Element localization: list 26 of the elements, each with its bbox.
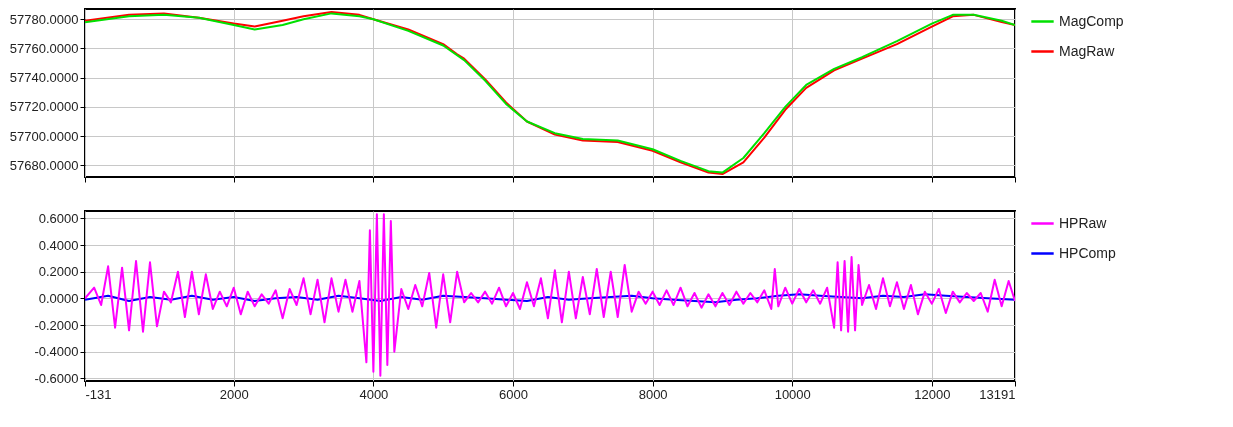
y-tick-label: 57760.0000 [9, 40, 79, 56]
y-tick-label: 0.4000 [38, 237, 79, 253]
legend-label: MagComp [1059, 12, 1124, 29]
y-tick-label: 0.0000 [38, 290, 79, 306]
y-tick-label: 0.2000 [38, 264, 79, 280]
x-tick-label: -131 [85, 386, 112, 402]
x-tick-label: 2000 [219, 386, 249, 402]
x-tick-label: 4000 [359, 386, 389, 402]
y-tick-label: 57720.0000 [9, 99, 79, 115]
y-tick-label: -0.6000 [34, 370, 79, 386]
y-tick-label: -0.2000 [34, 317, 79, 333]
x-tick-label: 10000 [774, 386, 811, 402]
x-tick-label: 13191 [979, 386, 1016, 402]
y-tick-label: 57780.0000 [9, 11, 79, 27]
legend-label: MagRaw [1059, 42, 1116, 59]
y-tick-label: 57740.0000 [9, 70, 79, 86]
y-tick-label: 57680.0000 [9, 157, 79, 173]
x-tick-label: 12000 [914, 386, 951, 402]
legend-label: HPRaw [1059, 214, 1108, 231]
y-tick-label: -0.4000 [34, 344, 79, 360]
y-tick-label: 57700.0000 [9, 128, 79, 144]
legend-label: HPComp [1059, 244, 1117, 261]
y-tick-label: 0.6000 [38, 210, 79, 226]
x-tick-label: 8000 [638, 386, 668, 402]
line-series [85, 293, 1015, 304]
x-tick-label: 6000 [499, 386, 528, 402]
